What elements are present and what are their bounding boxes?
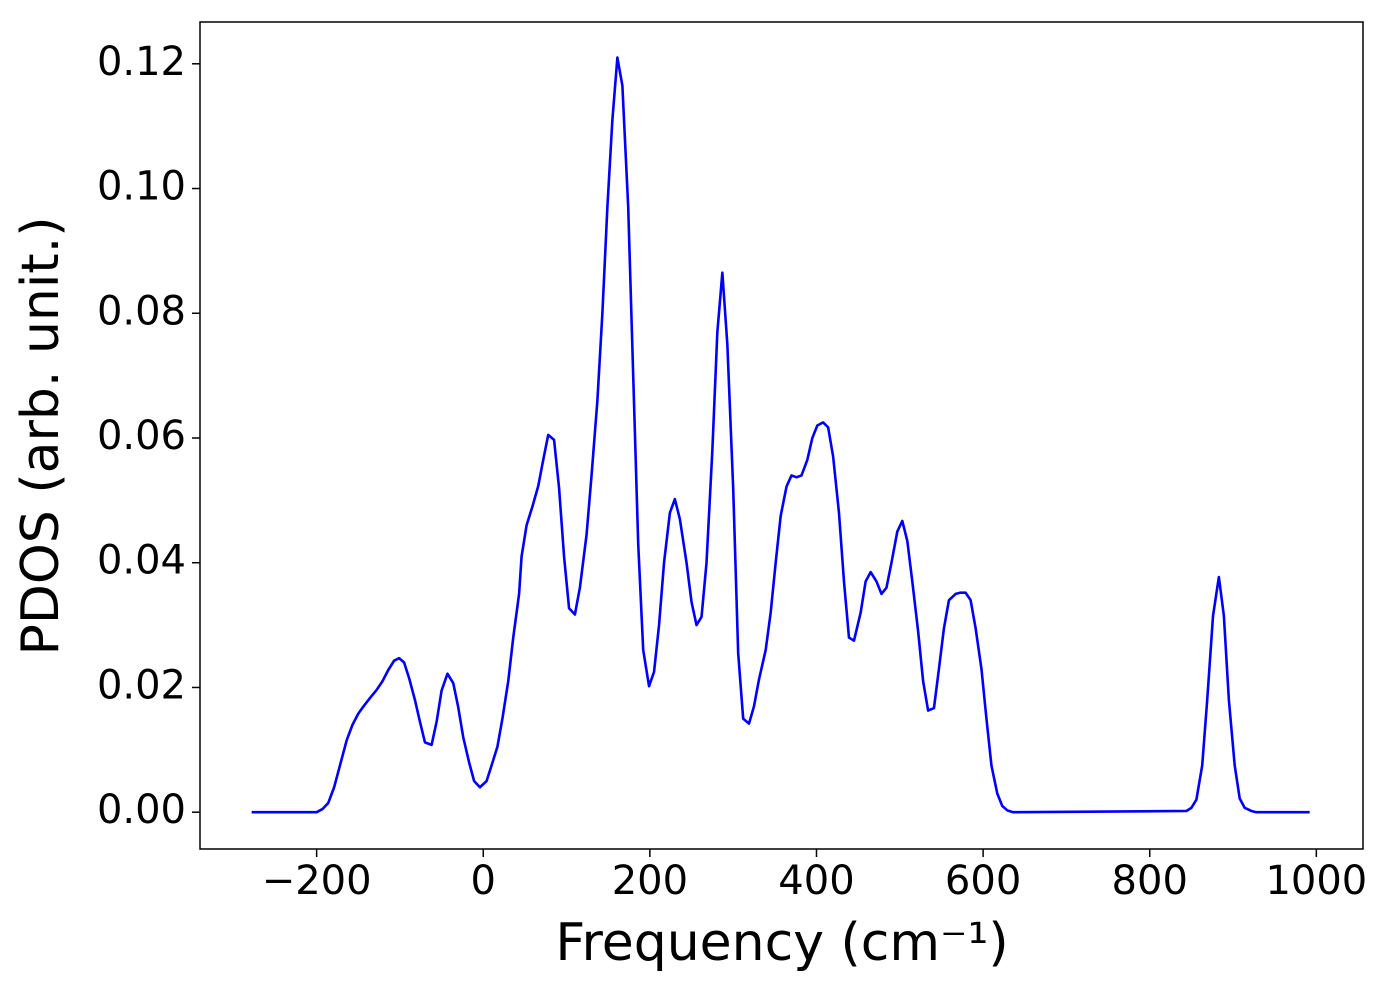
pdos-line [251, 56, 1310, 814]
x-tick-label: 0 [471, 858, 496, 904]
plot-frame [199, 21, 1364, 850]
y-tick-label: 0.06 [97, 413, 186, 459]
y-tick-label: 0.02 [97, 662, 186, 708]
y-tick-label: 0.10 [97, 164, 186, 210]
y-tick-label: 0.08 [97, 288, 186, 334]
y-axis-label: PDOS (arb. unit.) [11, 216, 71, 655]
x-tick-label: −200 [262, 858, 372, 904]
y-tick-label: 0.00 [97, 787, 186, 833]
x-tick-label: 400 [778, 858, 854, 904]
y-tick-label: 0.12 [97, 39, 186, 85]
x-tick-label: 1000 [1265, 858, 1367, 904]
y-tick-label: 0.04 [97, 538, 186, 584]
x-tick-label: 800 [1112, 858, 1188, 904]
x-axis-label: Frequency (cm⁻¹) [555, 913, 1008, 973]
x-tick-label: 200 [612, 858, 688, 904]
x-tick-label: 600 [945, 858, 1021, 904]
